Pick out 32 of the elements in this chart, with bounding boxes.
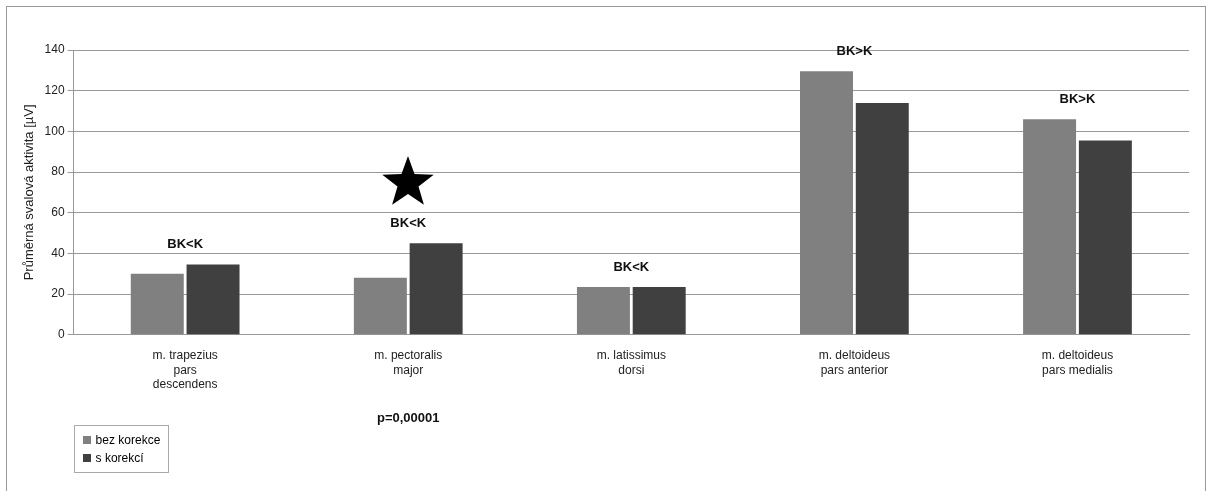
legend-label: bez korekce: [94, 432, 161, 447]
bar: [632, 286, 686, 335]
x-tick-label: m. trapezius pars descendens: [152, 348, 218, 392]
y-tick-label: 60: [51, 205, 65, 220]
legend-label: s korekcí: [94, 450, 145, 465]
y-tick-label: 100: [44, 123, 65, 138]
x-tick-label: m. latissimus dorsi: [596, 348, 666, 377]
bar: [800, 71, 853, 335]
bar: [855, 102, 909, 335]
x-tick-label: m. deltoideus pars anterior: [818, 348, 891, 377]
bar: [130, 273, 184, 335]
y-tick-label: 0: [57, 327, 65, 342]
y-tick-label: 120: [44, 83, 65, 97]
bar: [409, 243, 463, 335]
x-tick-label: m. pectoralis major: [374, 348, 443, 377]
y-tick-label: 20: [51, 286, 65, 301]
bar: [353, 277, 407, 335]
y-tick-label: 40: [51, 245, 65, 260]
annotation: BK<K: [390, 214, 427, 230]
annotation: BK<K: [167, 236, 204, 252]
annotation: BK<K: [613, 258, 650, 274]
annotation: BK>K: [1059, 90, 1096, 106]
y-tick-label: 80: [51, 164, 65, 179]
bar: [186, 264, 240, 335]
bar: [1078, 140, 1132, 335]
text: p=0,00001: [376, 410, 440, 426]
x-tick-label: m. deltoideus pars medialis: [1041, 348, 1114, 377]
y-tick-label: 140: [44, 42, 65, 57]
y-axis-title: Průměrná svalová aktivita [µV]: [21, 104, 37, 281]
bar: [1023, 119, 1077, 335]
annotation: BK>K: [836, 42, 873, 58]
bar: [576, 286, 630, 335]
